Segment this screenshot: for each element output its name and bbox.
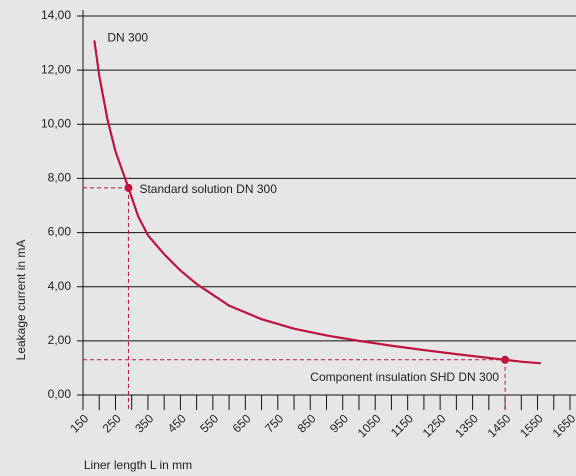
x-tick-label: 850 xyxy=(295,411,319,435)
annotation: Component insulation SHD DN 300 xyxy=(310,370,499,384)
x-tick-label: 1450 xyxy=(485,411,514,440)
x-tick-label: 1150 xyxy=(388,411,416,439)
x-tick-label: 350 xyxy=(132,411,156,435)
annotation: Standard solution DN 300 xyxy=(139,182,277,196)
x-tick-label: 950 xyxy=(327,411,351,435)
x-tick-label: 1650 xyxy=(550,411,576,440)
point xyxy=(501,355,510,364)
x-axis-label: Liner length L in mm xyxy=(84,458,192,472)
y-tick-label: 10,00 xyxy=(41,116,71,130)
y-tick-label: 8,00 xyxy=(48,171,72,185)
y-tick-label: 6,00 xyxy=(48,225,72,239)
x-tick-label: 250 xyxy=(100,411,124,435)
line xyxy=(93,40,541,365)
x-tick-label: 150 xyxy=(67,411,91,435)
x-tick-label: 1250 xyxy=(420,411,449,440)
y-tick-label: 14,00 xyxy=(41,8,71,22)
x-tick-label: 450 xyxy=(165,411,189,435)
point xyxy=(124,183,133,192)
x-tick-label: 550 xyxy=(197,411,221,435)
x-tick-label: 750 xyxy=(262,411,286,435)
y-tick-label: 12,00 xyxy=(41,62,71,76)
y-tick-label: 0,00 xyxy=(48,387,72,401)
y-axis-label: Leakage current in mA xyxy=(14,240,28,361)
x-tick-label: 1350 xyxy=(452,411,481,440)
series-label: DN 300 xyxy=(107,31,148,45)
y-tick-label: 4,00 xyxy=(48,279,72,293)
x-tick-label: 650 xyxy=(230,411,254,435)
x-tick-label: 1550 xyxy=(517,411,546,440)
y-tick-label: 2,00 xyxy=(48,333,72,347)
x-tick-label: 1050 xyxy=(355,411,384,440)
